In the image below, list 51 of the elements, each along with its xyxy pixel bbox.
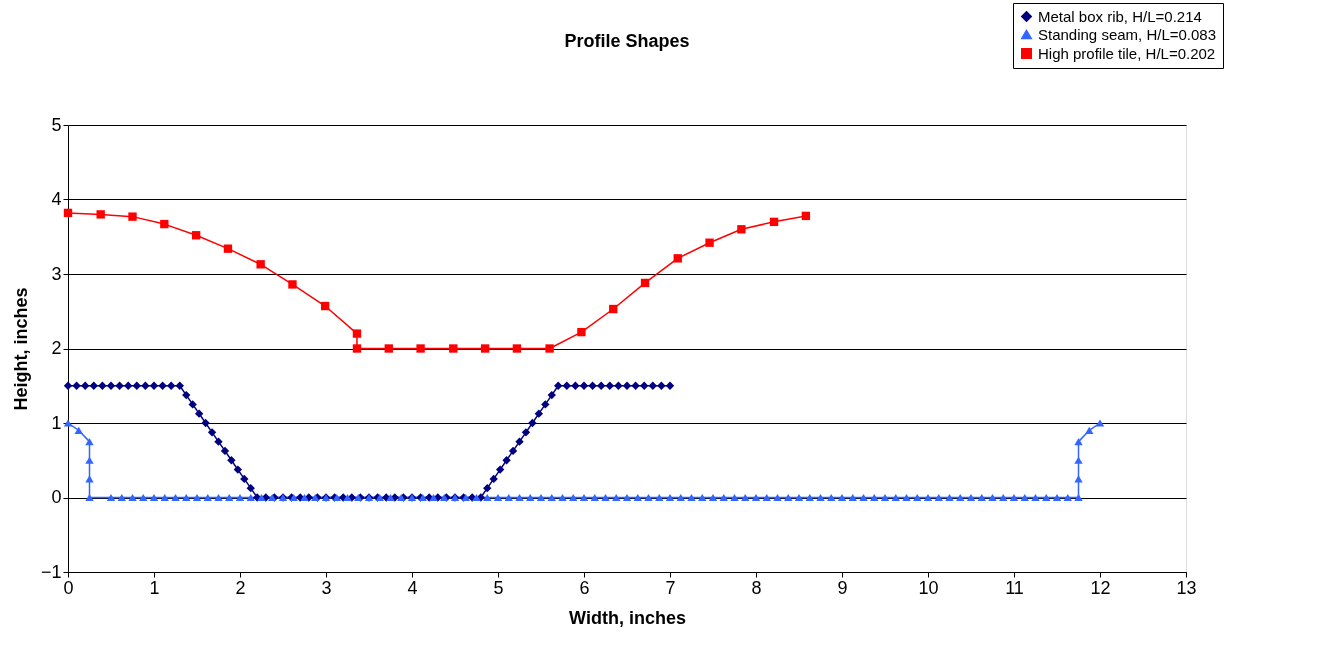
point xyxy=(673,254,682,263)
point xyxy=(801,211,811,221)
point xyxy=(352,329,362,338)
point xyxy=(223,244,233,253)
y-axis-title: Height, inches xyxy=(10,287,31,411)
point xyxy=(288,280,297,289)
point xyxy=(63,208,73,218)
point xyxy=(769,217,779,227)
point xyxy=(545,344,554,353)
point xyxy=(352,344,362,353)
x-tick-label: 10 xyxy=(918,577,939,598)
chart-title: Profile Shapes xyxy=(564,30,690,51)
x-tick-label: 1 xyxy=(149,577,160,598)
point xyxy=(609,304,618,314)
point xyxy=(384,344,393,353)
x-tick-label: 11 xyxy=(1005,577,1024,598)
x-tick-label: 13 xyxy=(1176,577,1197,598)
x-tick-label: 4 xyxy=(407,577,418,598)
y-tick-label: 1 xyxy=(51,412,62,433)
legend-label: High profile tile, H/L=0.202 xyxy=(1038,44,1216,62)
point xyxy=(256,260,265,269)
point xyxy=(128,212,137,221)
point xyxy=(96,210,105,219)
point xyxy=(449,344,458,353)
x-tick-label: 8 xyxy=(751,577,762,598)
point xyxy=(480,344,490,353)
y-tick-label: 4 xyxy=(51,189,62,209)
point xyxy=(705,238,714,247)
x-tick-label: 7 xyxy=(665,577,676,598)
point xyxy=(320,301,330,311)
y-tick-label: 3 xyxy=(51,263,62,284)
y-tick-label: −1 xyxy=(40,561,62,582)
x-tick-label: 3 xyxy=(321,577,332,598)
x-tick-label: 9 xyxy=(837,577,848,598)
point xyxy=(737,225,746,234)
x-axis-title: Width, inches xyxy=(569,607,686,628)
point xyxy=(640,278,650,288)
point xyxy=(512,344,522,353)
point xyxy=(160,219,169,229)
point xyxy=(416,344,425,353)
point xyxy=(191,231,201,240)
point xyxy=(577,327,586,337)
y-tick-label: 5 xyxy=(51,114,62,135)
y-tick-label: 0 xyxy=(51,487,62,507)
legend-label: Standing seam, H/L=0.083 xyxy=(1038,25,1217,43)
x-tick-label: 12 xyxy=(1090,577,1111,598)
x-tick-label: 6 xyxy=(579,577,590,598)
y-tick-label: 2 xyxy=(51,338,62,358)
legend-label: Metal box rib, H/L=0.214 xyxy=(1038,7,1202,25)
x-tick-label: 2 xyxy=(235,577,246,598)
x-tick-label: 5 xyxy=(493,577,504,598)
